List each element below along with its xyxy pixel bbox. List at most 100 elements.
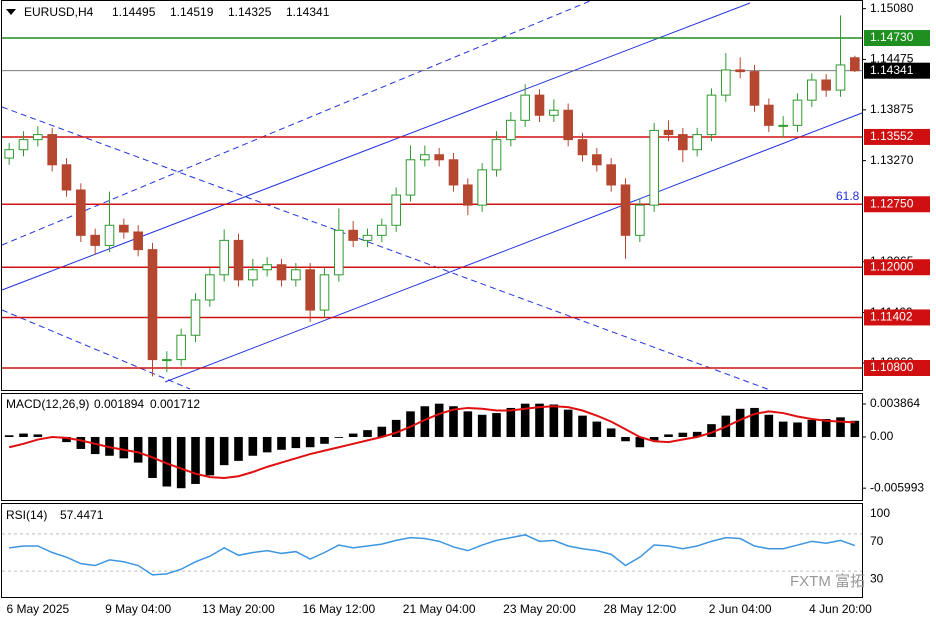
- macd-value: 0.001894: [94, 397, 144, 411]
- macd-bar: [807, 419, 817, 437]
- x-tick-label: 2 Jun 04:00: [709, 602, 772, 616]
- ohlc-close: 1.14341: [286, 5, 330, 19]
- macd-bar: [262, 436, 272, 453]
- y-tick-label: 1.13875: [870, 102, 914, 116]
- candle-body: [520, 94, 530, 121]
- candle-body: [176, 334, 186, 361]
- macd-bar: [334, 436, 344, 438]
- macd-title: MACD(12,26,9): [6, 397, 89, 411]
- macd-bar: [176, 436, 186, 489]
- macd-bar: [90, 436, 100, 455]
- level-label: 1.11402: [870, 310, 913, 324]
- y-tick-label: 0.003864: [870, 396, 920, 410]
- macd-panel: [1, 393, 863, 501]
- macd-bar: [33, 434, 43, 437]
- level-label: 1.12750: [870, 196, 914, 210]
- candle-body: [104, 224, 115, 246]
- macd-bar: [592, 421, 602, 437]
- candle-body: [291, 269, 301, 281]
- x-tick-label: 28 May 12:00: [603, 602, 676, 616]
- candle-body: [649, 129, 659, 206]
- macd-bar: [4, 435, 14, 437]
- level-label-box: [864, 360, 930, 377]
- x-tick-label: 9 May 04:00: [105, 602, 171, 616]
- x-tick-label: 16 May 12:00: [302, 602, 375, 616]
- candle-body: [764, 104, 774, 126]
- menu-icon[interactable]: [6, 9, 16, 15]
- candle-body: [133, 231, 143, 251]
- y-tick-label: 0.00: [870, 429, 894, 443]
- candle-body: [577, 139, 588, 156]
- candle-body: [334, 229, 344, 276]
- y-tick-label: 100: [870, 506, 890, 520]
- level-label-box: [864, 128, 930, 145]
- rsi-title: RSI(14): [6, 508, 47, 522]
- candle-body: [778, 124, 788, 127]
- macd-bar: [692, 431, 702, 437]
- dashed-upper: [1, 0, 591, 246]
- macd-bar: [363, 430, 372, 437]
- macd-bar: [664, 434, 673, 437]
- candle-body: [276, 264, 287, 281]
- candle-body: [262, 264, 272, 271]
- candle-body: [319, 274, 330, 311]
- macd-bar: [320, 436, 329, 444]
- candle-body: [821, 79, 831, 91]
- candle-body: [706, 94, 717, 136]
- macd-bar: [678, 432, 688, 437]
- candle-body: [506, 119, 516, 141]
- candle-body: [592, 154, 602, 166]
- ohlc-open: 1.14495: [112, 5, 156, 19]
- level-label-box: [864, 196, 930, 213]
- dashed-down: [1, 106, 771, 391]
- y-tick-label: 30: [870, 571, 884, 585]
- macd-bar: [764, 414, 774, 437]
- candle-body: [18, 139, 29, 151]
- candle-body: [90, 234, 100, 246]
- macd-bar: [305, 436, 315, 448]
- dashed-lower: [1, 309, 191, 390]
- candle-body: [749, 71, 760, 106]
- macd-bar: [62, 436, 71, 443]
- candle-body: [635, 204, 645, 236]
- macd-bar: [506, 407, 516, 437]
- macd-bar: [133, 436, 143, 463]
- macd-bar: [621, 436, 630, 442]
- macd-bar: [291, 436, 301, 449]
- channel-upper: [1, 2, 751, 291]
- candle-body: [248, 269, 258, 281]
- macd-bar: [750, 407, 759, 437]
- macd-bar: [793, 422, 802, 437]
- macd-bar: [19, 433, 28, 437]
- candle-body: [735, 69, 745, 73]
- candle-body: [563, 109, 573, 141]
- macd-bar: [549, 404, 559, 437]
- y-tick-label: 1.15080: [870, 1, 914, 15]
- macd-bar: [205, 436, 215, 476]
- macd-bar: [707, 424, 716, 437]
- candle-body: [463, 184, 473, 206]
- macd-bar: [850, 420, 860, 437]
- macd-bar: [162, 436, 172, 487]
- level-label-box: [864, 30, 930, 47]
- macd-bar: [578, 415, 587, 437]
- candle-body: [348, 229, 358, 241]
- macd-bar: [219, 436, 229, 466]
- macd-bar: [535, 403, 544, 437]
- macd-bar: [836, 417, 845, 437]
- candle-body: [721, 69, 731, 96]
- candle-body: [405, 159, 416, 196]
- candle-body: [362, 234, 373, 241]
- x-tick-label: 21 May 04:00: [403, 602, 476, 616]
- y-tick-label: -0.005993: [870, 480, 924, 494]
- macd-bar: [821, 419, 831, 437]
- candle-body: [47, 134, 57, 166]
- candle-body: [448, 159, 459, 186]
- level-label-box: [864, 309, 930, 326]
- macd-bar: [119, 436, 129, 459]
- macd-bar: [520, 403, 530, 437]
- candle-body: [420, 154, 430, 161]
- macd-bar: [234, 436, 243, 461]
- symbol: EURUSD,H4: [24, 5, 94, 19]
